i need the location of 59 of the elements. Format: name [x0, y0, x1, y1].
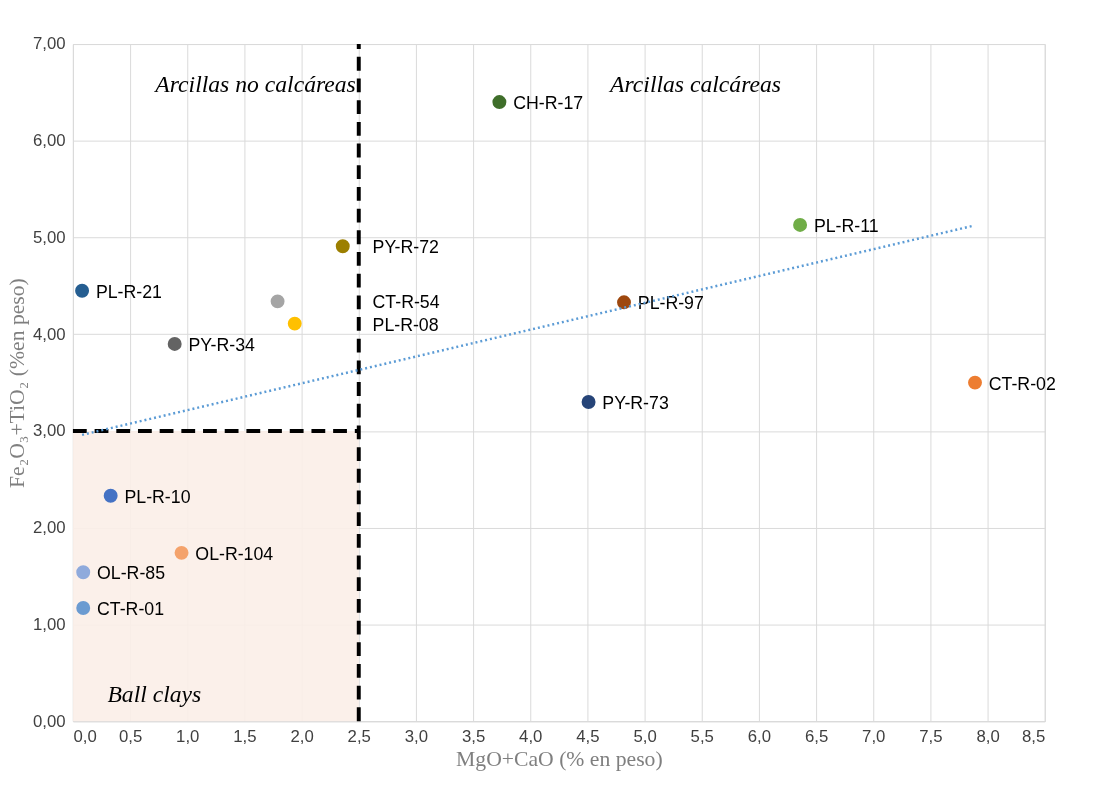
text: PL-R-08 [372, 314, 439, 335]
series-label: OL-R-104 [195, 543, 274, 564]
point [76, 565, 91, 580]
series-label: CT-R-01 [97, 598, 165, 619]
band-label: Ball clays [107, 681, 202, 708]
series-label: PL-R-10 [124, 486, 191, 507]
x-tick-label: 0,5 [118, 727, 143, 747]
y-tick-label: 6,00 [32, 131, 66, 151]
x-axis-title: MgO+CaO (% en peso) [456, 747, 663, 772]
point [335, 239, 350, 254]
y-tick-label: 4,00 [32, 324, 66, 344]
x-tick-label: 2,0 [290, 727, 314, 747]
y-tick-label: 0,00 [32, 711, 66, 731]
x-tick-label: 3,5 [461, 727, 486, 747]
series-label: PY-R-73 [602, 392, 669, 413]
y-tick-label: 5,00 [32, 227, 66, 247]
x-tick-label: 7,5 [919, 727, 943, 747]
x-tick-label: 1,5 [233, 727, 257, 747]
series-label: PY-R-72 [372, 237, 439, 258]
x-tick-label: 6,5 [804, 727, 829, 747]
x-tick-label: 4,0 [519, 727, 543, 747]
x-tick-label: 0,0 [73, 727, 97, 747]
series-label: PY-R-34 [188, 334, 255, 355]
y-tick-label: 1,00 [32, 614, 66, 634]
point [581, 395, 596, 409]
point [270, 294, 285, 309]
annotation: Arcillas no calcáreas [153, 71, 356, 98]
x-tick-label: 8,5 [1021, 727, 1046, 747]
x-tick-label: 4,5 [576, 727, 600, 747]
x-tick-label: 5,5 [690, 727, 714, 747]
series-label: PL-R-11 [813, 215, 879, 236]
x-tick-label: 7,0 [862, 727, 886, 747]
point [75, 283, 90, 298]
point [492, 95, 507, 110]
point [617, 295, 631, 310]
x-tick-label: 8,0 [976, 727, 1000, 747]
y-tick-label: 7,00 [32, 34, 66, 54]
point [968, 375, 982, 390]
point [76, 601, 91, 615]
series-label: CT-R-02 [988, 373, 1056, 394]
point [174, 545, 189, 560]
x-tick-label: 1,0 [176, 727, 200, 747]
point [167, 336, 182, 351]
annotation: Arcillas calcáreas [608, 71, 782, 98]
series-label: CH-R-17 [513, 92, 584, 113]
y-tick-label: 3,00 [32, 421, 66, 441]
x-tick-label: 6,0 [747, 727, 772, 747]
series-label: PL-R-97 [637, 293, 704, 314]
series-label: OL-R-85 [97, 563, 166, 584]
series-label: PL-R-21 [95, 281, 162, 302]
x-tick-label: 2,5 [347, 727, 371, 747]
y-axis-title: Fe₂O₃+TiO₂ (%en peso) [5, 278, 30, 489]
point [793, 217, 808, 232]
x-tick-label: 5,0 [633, 727, 657, 747]
y-tick-label: 2,00 [32, 518, 66, 538]
point [287, 316, 302, 331]
point [103, 488, 118, 503]
text: CT-R-54 [372, 292, 440, 313]
x-tick-label: 3,0 [404, 727, 429, 747]
